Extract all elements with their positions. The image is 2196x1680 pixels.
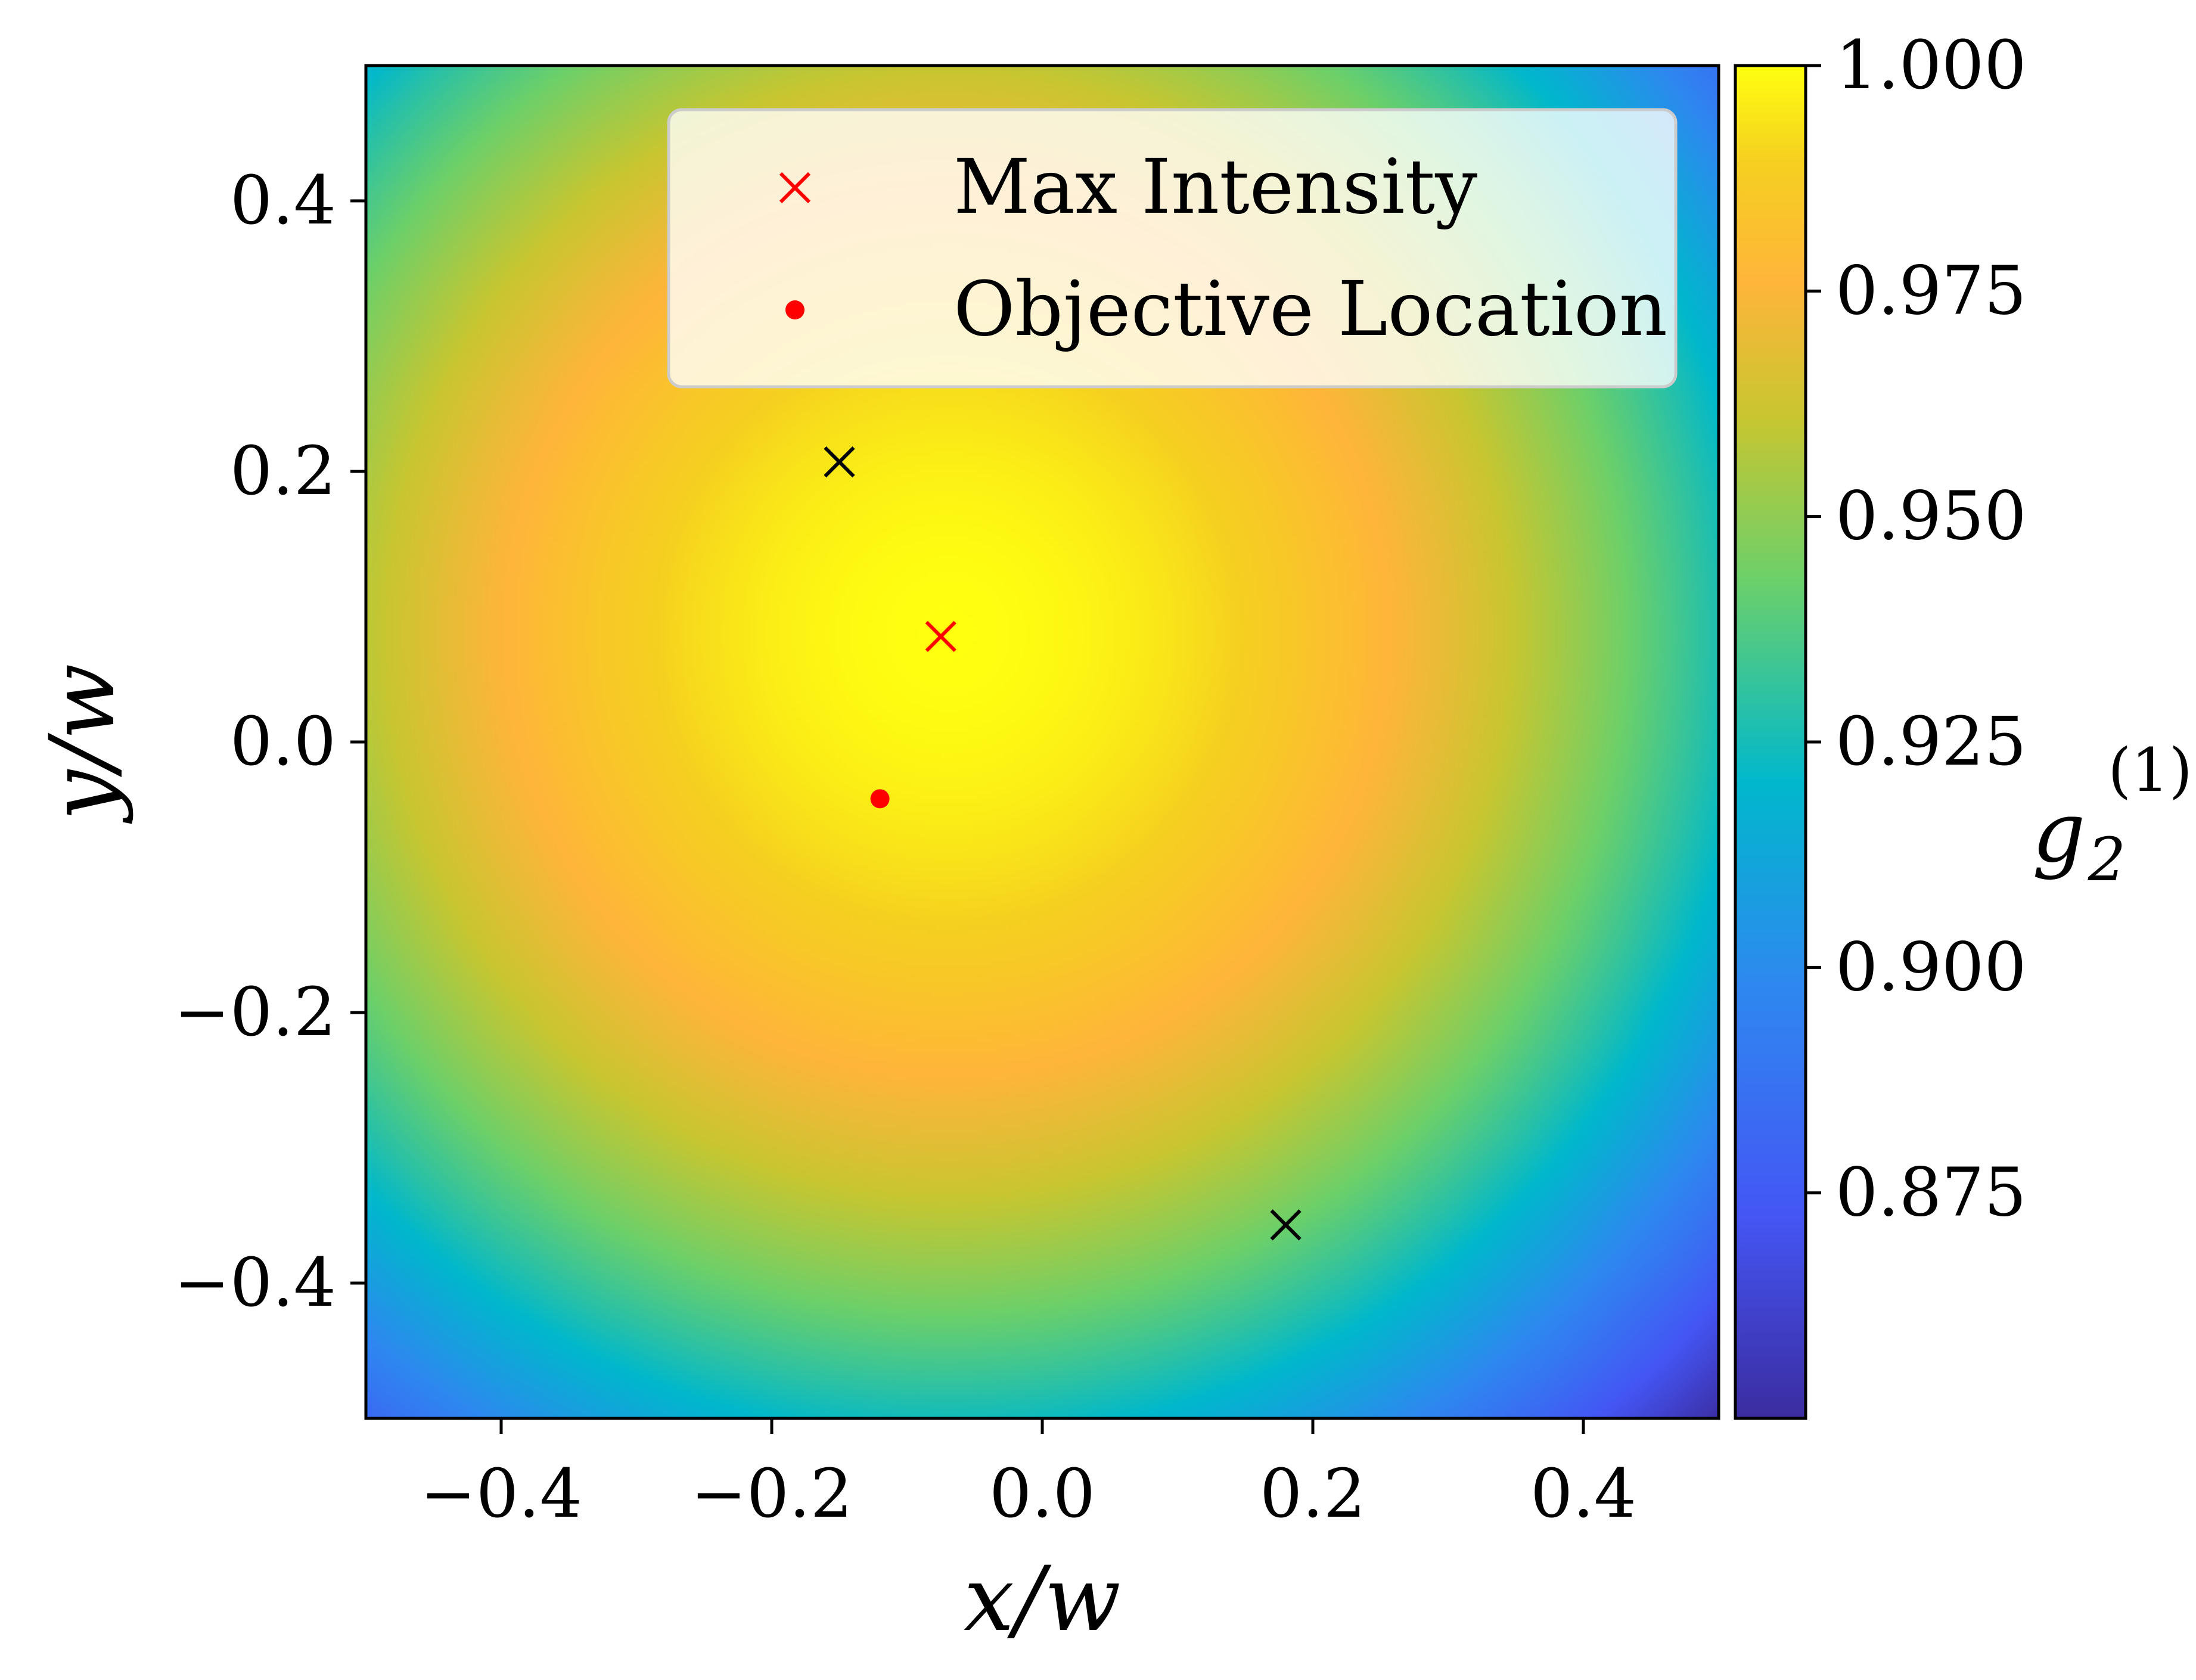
y-tick-label: −0.4: [174, 1244, 336, 1322]
x-tick-label: −0.2: [691, 1455, 853, 1533]
x-axis-ticks: −0.4 −0.2 0.0 0.2 0.4: [420, 1418, 1636, 1533]
colorbar: 1.000 0.975 0.950 0.925 0.900 0.875 g2 (1): [1734, 27, 2192, 1420]
x-tick-label: 0.4: [1530, 1455, 1636, 1533]
x-tick-label: −0.4: [420, 1455, 582, 1533]
y-tick-label: 0.0: [230, 703, 336, 781]
colorbar-tick-label: 0.975: [1835, 252, 2027, 330]
x-marker: [824, 446, 855, 478]
y-tick-label: 0.4: [230, 162, 336, 240]
dot-marker: [870, 789, 890, 809]
colorbar-label-main: g: [2032, 784, 2086, 881]
legend-x-marker: [779, 172, 811, 204]
legend-label: Max Intensity: [953, 143, 1477, 231]
colorbar-label: g2 (1): [2032, 735, 2192, 895]
colorbar-label-sup: (1): [2108, 735, 2192, 805]
legend: Max Intensity Objective Location: [667, 108, 1678, 389]
colorbar-tick-label: 0.950: [1835, 478, 2027, 555]
colorbar-gradient: [1735, 66, 1806, 1418]
colorbar-label-sub: 2: [2088, 825, 2126, 895]
y-tick-label: 0.2: [230, 433, 336, 510]
x-marker: [1270, 1209, 1302, 1241]
y-axis-label: y/w: [31, 663, 135, 824]
y-axis-ticks: 0.4 0.2 0.0 −0.2 −0.4: [174, 162, 366, 1322]
colorbar-tick-label: 0.925: [1835, 703, 2027, 781]
y-tick-label: −0.2: [174, 974, 336, 1051]
colorbar-tick-label: 0.900: [1835, 928, 2027, 1006]
colorbar-tick-label: 0.875: [1835, 1154, 2027, 1232]
x-tick-label: 0.0: [989, 1455, 1095, 1533]
legend-box: [667, 108, 1678, 389]
legend-label: Objective Location: [953, 265, 1667, 353]
colorbar-ticks: 1.000 0.975 0.950 0.925 0.900 0.875: [1806, 27, 2027, 1232]
x-tick-label: 0.2: [1260, 1455, 1366, 1533]
x-axis-label: x/w: [964, 1548, 1121, 1651]
x-marker: [925, 620, 956, 653]
legend-dot-marker: [785, 300, 805, 319]
colorbar-tick-label: 1.000: [1835, 27, 2027, 104]
data-markers: [824, 446, 1302, 1241]
